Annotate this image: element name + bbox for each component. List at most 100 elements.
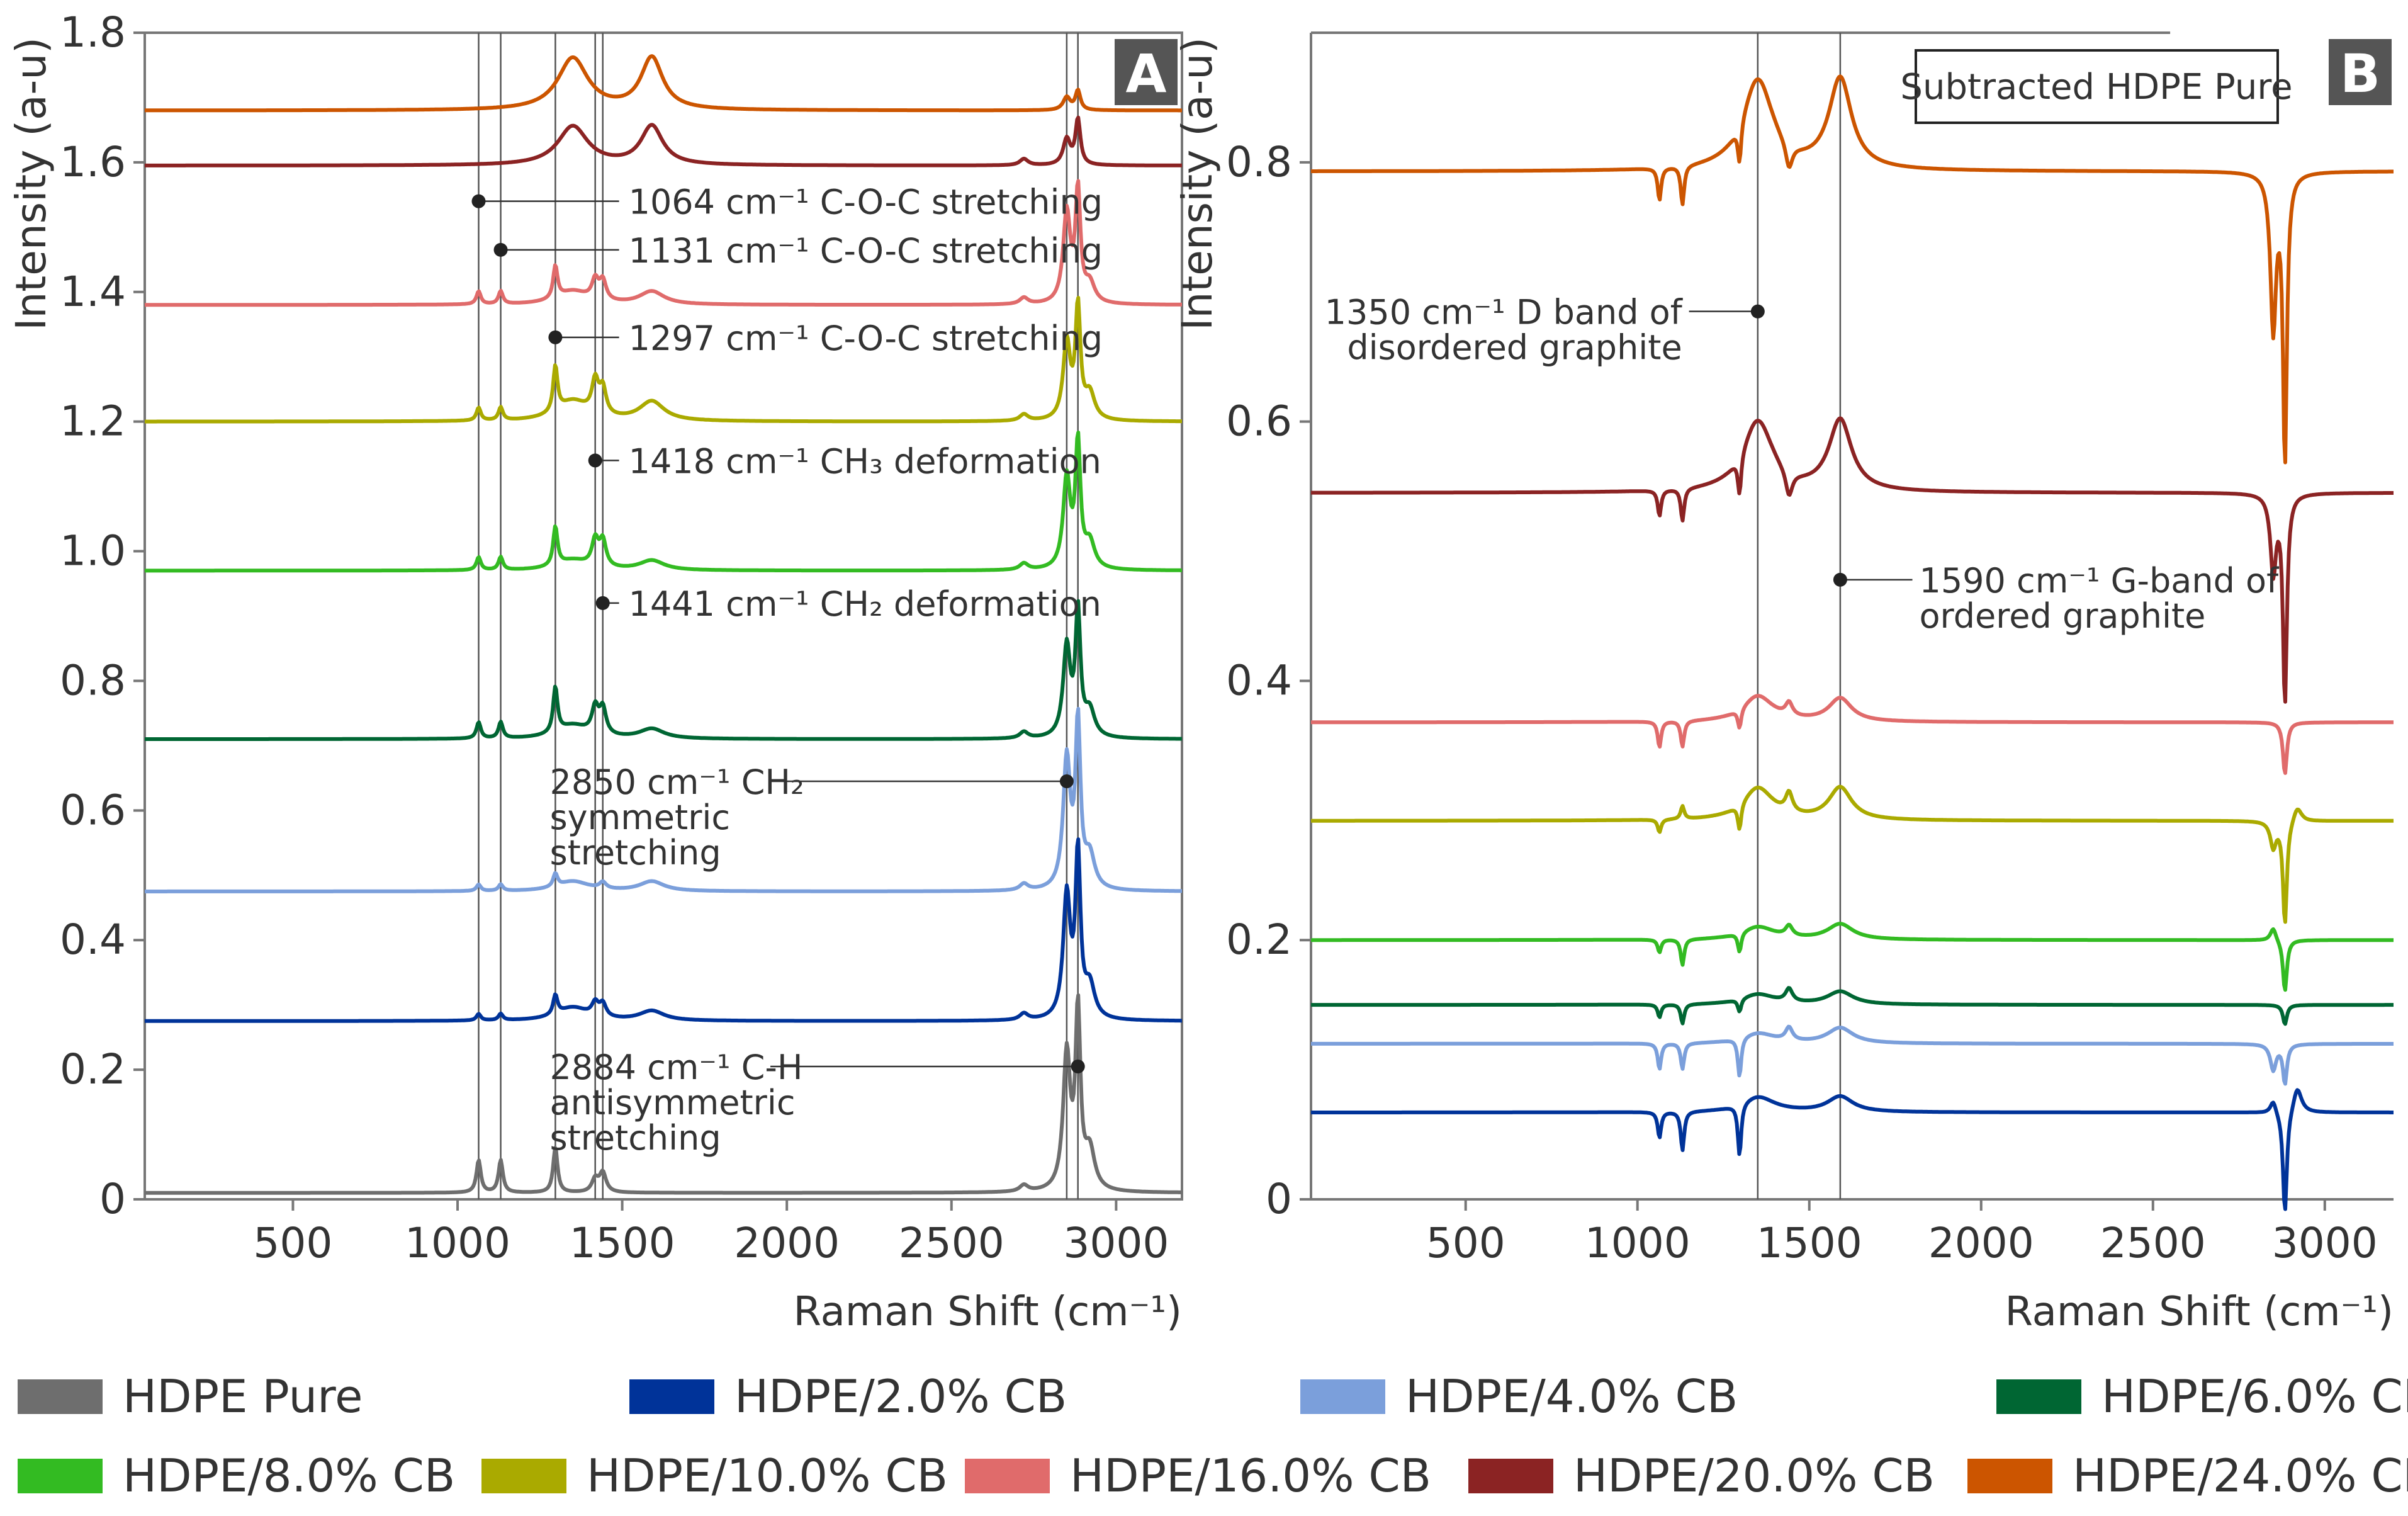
y-axis-label: Intensity (a-u)	[1173, 37, 1222, 331]
series-line-hdpe-6-0-cb	[1310, 986, 2395, 1026]
legend-swatch	[18, 1379, 103, 1414]
legend-item-hdpe-20cb: HDPE/20.0% CB	[1468, 1449, 1935, 1502]
annotation-marker	[1750, 304, 1765, 319]
annotation-marker	[471, 194, 486, 208]
annotation-label: 1441 cm⁻¹ CH₂ deformation	[629, 584, 1101, 624]
legend-label: HDPE/4.0% CB	[1405, 1370, 1738, 1423]
annotation-marker	[548, 330, 563, 344]
title-box	[1915, 49, 2279, 124]
series-line-hdpe-2-0-cb	[143, 837, 1183, 1023]
y-tick-label: 0	[99, 1175, 126, 1223]
x-tick-label: 2000	[1928, 1219, 2034, 1267]
legend-item-hdpe-8cb: HDPE/8.0% CB	[18, 1449, 455, 1502]
y-tick-label: 1.0	[60, 527, 126, 575]
series-line-hdpe-24-0-cb	[143, 54, 1183, 113]
legend-swatch	[629, 1379, 714, 1414]
y-tick-label: 1.4	[60, 268, 126, 316]
legend-swatch	[481, 1458, 566, 1493]
legend: HDPE Pure HDPE/2.0% CB HDPE/4.0% CB HDPE…	[0, 1354, 2408, 1516]
y-tick-label: 0.4	[60, 915, 126, 964]
annotation-label: 1418 cm⁻¹ CH₃ deformation	[629, 441, 1101, 481]
y-tick-label: 0.8	[1226, 138, 1292, 186]
legend-swatch	[1468, 1458, 1553, 1493]
series-line-hdpe-6-0-cb	[143, 599, 1183, 741]
panel-letter-box	[2329, 39, 2392, 105]
x-tick-label: 1500	[570, 1219, 675, 1267]
legend-item-hdpe-10cb: HDPE/10.0% CB	[481, 1449, 948, 1502]
legend-label: HDPE/24.0% CB	[2073, 1449, 2408, 1502]
series-line-hdpe-8-0-cb	[1310, 922, 2395, 992]
x-tick-label: 2500	[899, 1219, 1004, 1267]
legend-label: HDPE/16.0% CB	[1070, 1449, 1432, 1502]
y-tick-label: 1.8	[60, 8, 126, 57]
legend-label: HDPE/20.0% CB	[1573, 1449, 1935, 1502]
panel-letter: A	[1125, 43, 1166, 105]
legend-swatch	[965, 1458, 1050, 1493]
series-line-hdpe-10-0-cb	[143, 296, 1183, 424]
series-line-hdpe-16-0-cb	[143, 179, 1183, 307]
legend-swatch	[1300, 1379, 1385, 1414]
annotation-label: stretching	[550, 833, 721, 873]
annotation-marker	[1833, 572, 1847, 587]
series-line-hdpe-10-0-cb	[1310, 784, 2395, 924]
annotation-label: symmetric	[550, 798, 731, 837]
x-tick-label: 500	[1426, 1219, 1505, 1267]
annotation-marker	[493, 242, 508, 257]
panel-letter-box	[1115, 39, 1178, 105]
legend-label: HDPE/2.0% CB	[734, 1370, 1067, 1423]
legend-label: HDPE/10.0% CB	[587, 1449, 948, 1502]
legend-swatch	[1967, 1458, 2052, 1493]
series-line-hdpe-4-0-cb	[1310, 1024, 2395, 1086]
y-tick-label: 0.6	[60, 786, 126, 834]
annotation-label: 2850 cm⁻¹ CH₂	[550, 762, 804, 802]
x-tick-label: 2500	[2100, 1219, 2206, 1267]
y-tick-label: 0.8	[60, 656, 126, 704]
annotation-label: 1297 cm⁻¹ C-O-C stretching	[629, 319, 1103, 358]
annotation-label: 1590 cm⁻¹ G-band of	[1919, 561, 2280, 601]
legend-item-hdpe-6cb: HDPE/6.0% CB	[1996, 1370, 2408, 1423]
annotation-label: antisymmetric	[550, 1083, 796, 1123]
annotation-marker	[1059, 774, 1074, 789]
annotation-marker	[595, 596, 610, 610]
y-tick-label: 0.2	[1226, 915, 1292, 964]
series-line-hdpe-24-0-cb	[1310, 74, 2395, 465]
panel-letter: B	[2340, 43, 2380, 105]
annotation-marker	[1071, 1059, 1085, 1073]
series-line-hdpe-pure	[143, 993, 1183, 1195]
legend-swatch	[18, 1458, 103, 1493]
y-tick-label: 0.6	[1226, 397, 1292, 446]
x-tick-label: 1000	[1585, 1219, 1691, 1267]
annotation-label: 1350 cm⁻¹ D band of	[1325, 293, 1684, 332]
x-tick-label: 500	[253, 1219, 332, 1267]
series-line-hdpe-20-0-cb	[1310, 416, 2395, 704]
y-tick-label: 0.4	[1226, 656, 1292, 704]
legend-label: HDPE Pure	[123, 1370, 363, 1423]
x-tick-label: 1500	[1757, 1219, 1862, 1267]
y-axis-label: Intensity (a-u)	[7, 37, 55, 331]
plot-frame	[143, 31, 1183, 1201]
x-tick-label: 3000	[1063, 1219, 1169, 1267]
panel-b: 500 1000 1500 2000 2500 3000 0 0.2 0.4 0.6 0.8 Rama…	[1173, 31, 2395, 1335]
series-line-hdpe-4-0-cb	[143, 706, 1183, 893]
legend-item-hdpe-2cb: HDPE/2.0% CB	[629, 1370, 1067, 1423]
y-tick-label: 0.2	[60, 1045, 126, 1094]
chart-title: Subtracted HDPE Pure	[1900, 67, 2292, 108]
legend-label: HDPE/6.0% CB	[2101, 1370, 2408, 1423]
series-line-hdpe-20-0-cb	[143, 115, 1183, 167]
x-axis-label: Raman Shift (cm⁻¹)	[794, 1289, 1182, 1335]
x-axis-label: Raman Shift (cm⁻¹)	[2005, 1289, 2394, 1335]
y-tick-label: 1.6	[60, 138, 126, 186]
legend-swatch	[1996, 1379, 2081, 1414]
legend-item-hdpe-pure: HDPE Pure	[18, 1370, 363, 1423]
series-line-hdpe-8-0-cb	[143, 431, 1183, 573]
legend-item-hdpe-4cb: HDPE/4.0% CB	[1300, 1370, 1738, 1423]
series-line-hdpe-16-0-cb	[1310, 694, 2395, 775]
annotation-label: 2884 cm⁻¹ C-H	[550, 1048, 803, 1087]
annotation-label: ordered graphite	[1919, 596, 2205, 636]
legend-item-hdpe-16cb: HDPE/16.0% CB	[965, 1449, 1431, 1502]
x-tick-label: 2000	[734, 1219, 840, 1267]
legend-label: HDPE/8.0% CB	[123, 1449, 456, 1502]
annotation-marker	[588, 453, 602, 468]
annotation-label: 1131 cm⁻¹ C-O-C stretching	[629, 231, 1103, 271]
